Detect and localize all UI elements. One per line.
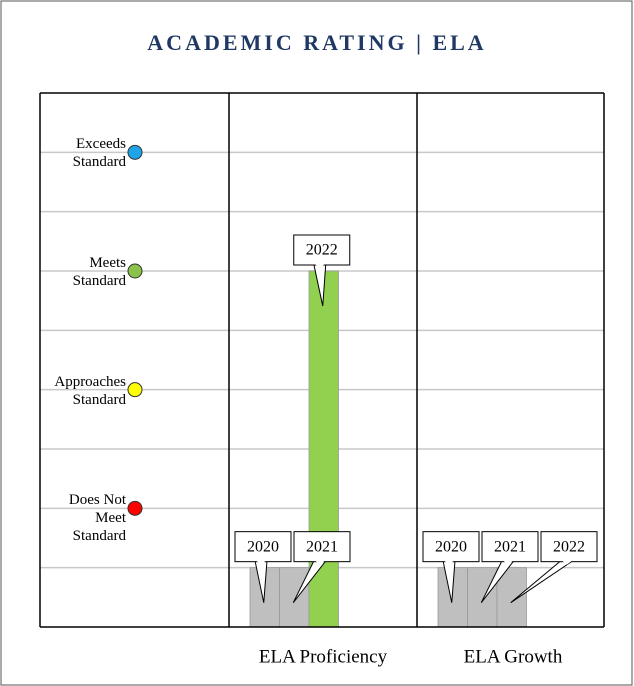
callout-label: 2020 xyxy=(247,538,279,555)
callout-label: 2022 xyxy=(553,538,585,555)
y-tick-label: Does Not Meet Standard xyxy=(68,492,126,545)
callout-label: 2020 xyxy=(435,538,467,555)
callout-box xyxy=(293,234,351,266)
callout-joint xyxy=(315,560,325,565)
callout-label: 2022 xyxy=(306,242,338,259)
chart-title: ACADEMIC RATING | ELA xyxy=(147,30,486,55)
callout-joint xyxy=(444,560,454,565)
level-dot xyxy=(127,382,143,398)
callout-box xyxy=(234,531,292,563)
bar xyxy=(279,567,310,628)
callout-box xyxy=(422,531,480,563)
callout-label: 2021 xyxy=(306,538,338,555)
bar xyxy=(467,567,498,628)
y-tick-label: Meets Standard xyxy=(72,255,126,289)
level-dot xyxy=(127,500,143,516)
x-tick-label: ELA Proficiency xyxy=(259,646,388,667)
callout-joint xyxy=(503,560,513,565)
callout-box xyxy=(540,531,598,563)
callout-joint xyxy=(562,560,572,565)
callout-joint xyxy=(256,560,266,565)
y-tick-label: Approaches Standard xyxy=(54,373,126,408)
callout-label: 2021 xyxy=(494,538,526,555)
y-tick-label: Exceeds Standard xyxy=(72,136,126,171)
level-dot xyxy=(127,263,143,279)
callout-box xyxy=(481,531,539,563)
callout-joint xyxy=(314,264,325,268)
level-dot xyxy=(127,144,143,160)
x-tick-label: ELA Growth xyxy=(464,646,563,667)
